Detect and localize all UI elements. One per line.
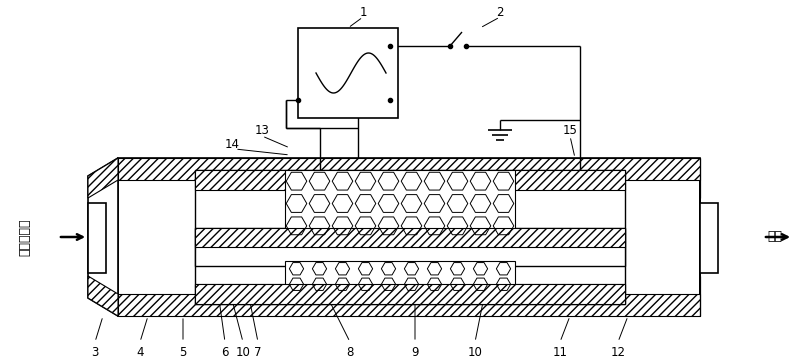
Bar [195,284,625,304]
Bar [118,158,700,180]
Bar [195,170,625,190]
Text: 8: 8 [346,346,354,359]
Bar [195,170,625,304]
Bar [118,294,700,316]
Text: 13: 13 [254,123,270,136]
Text: 大气: 大气 [767,231,782,244]
Bar [88,203,106,273]
Text: 2: 2 [496,5,504,19]
Text: 柴油机尾气: 柴油机尾气 [18,218,31,256]
Bar [298,28,398,118]
Text: 1: 1 [359,5,366,19]
Polygon shape [88,158,118,316]
Polygon shape [88,276,118,316]
Polygon shape [88,158,118,198]
Text: 12: 12 [610,346,626,359]
Bar [195,228,625,247]
Bar [195,284,625,304]
Text: 9: 9 [411,346,418,359]
Bar [285,261,515,292]
Text: 10: 10 [235,346,250,359]
Text: 11: 11 [553,346,567,359]
Text: 15: 15 [562,123,578,136]
Text: 7: 7 [254,346,262,359]
Bar [285,170,515,237]
Bar [700,203,718,273]
Text: 14: 14 [225,139,239,151]
Text: 6: 6 [222,346,229,359]
Text: 3: 3 [91,346,98,359]
Text: 5: 5 [179,346,186,359]
Text: 4: 4 [136,346,144,359]
Bar [195,228,625,266]
Bar [118,158,700,316]
Text: 10: 10 [467,346,482,359]
